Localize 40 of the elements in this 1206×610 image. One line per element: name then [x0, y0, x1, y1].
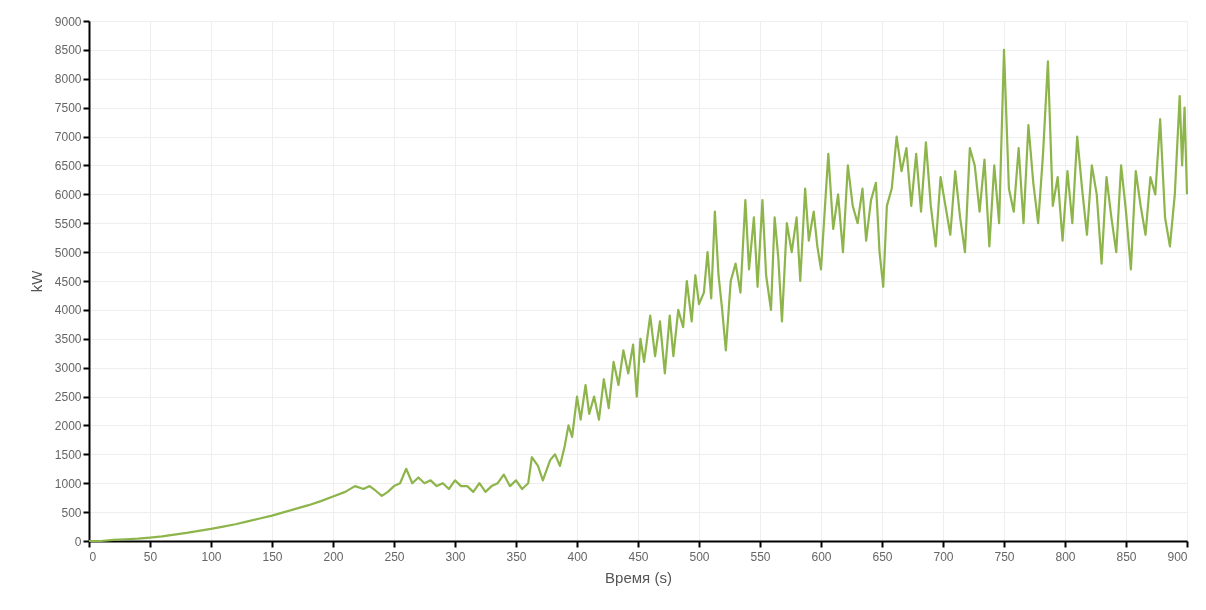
x-tick-label: 100 [201, 549, 222, 564]
y-tick-label: 5500 [54, 216, 82, 231]
x-tick-label: 0 [89, 549, 97, 564]
y-tick-label: 2000 [54, 418, 82, 433]
x-tick-label: 300 [445, 549, 466, 564]
y-tick-label: 7500 [54, 101, 82, 116]
x-tick-label: 600 [811, 549, 832, 564]
x-tick-label: 850 [1116, 549, 1137, 564]
x-tick-label: 900 [1167, 549, 1188, 564]
y-tick-label: 1000 [54, 476, 82, 491]
x-tick-label: 350 [506, 549, 527, 564]
x-axis-title: Время (s) [605, 568, 672, 586]
y-axis-title: kW [27, 269, 45, 293]
x-tick-label: 550 [750, 549, 771, 564]
x-tick-label: 450 [628, 549, 649, 564]
y-tick-label: 2500 [54, 390, 82, 405]
x-tick-label: 750 [994, 549, 1015, 564]
y-tick-label: 6000 [54, 187, 82, 202]
x-tick-label: 400 [567, 549, 588, 564]
x-tick-label: 200 [323, 549, 344, 564]
y-tick-label: 0 [74, 534, 82, 549]
y-tick-label: 4000 [54, 303, 82, 318]
y-tick-label: 4500 [54, 274, 82, 289]
y-tick-label: 9000 [54, 14, 82, 29]
x-tick-label: 50 [143, 549, 158, 564]
x-tick-label: 150 [262, 549, 283, 564]
y-tick-label: 8000 [54, 72, 82, 87]
x-tick-label: 650 [872, 549, 893, 564]
y-tick-label: 3000 [54, 361, 82, 376]
y-tick-label: 1500 [54, 447, 82, 462]
x-tick-label: 250 [384, 549, 405, 564]
y-tick-label: 7000 [54, 130, 82, 145]
x-tick-label: 500 [689, 549, 710, 564]
y-tick-label: 8500 [54, 43, 82, 58]
y-tick-label: 500 [61, 505, 82, 520]
y-tick-label: 3500 [54, 332, 82, 347]
x-tick-label: 800 [1055, 549, 1076, 564]
y-tick-label: 5000 [54, 245, 82, 260]
x-tick-label: 700 [933, 549, 954, 564]
y-tick-label: 6500 [54, 158, 82, 173]
